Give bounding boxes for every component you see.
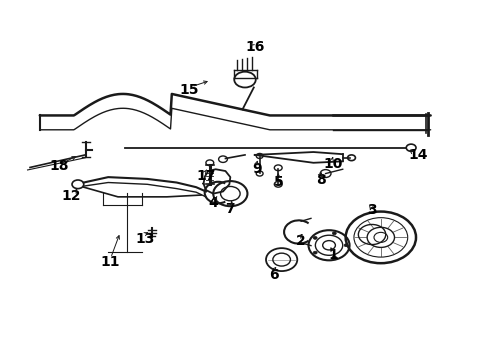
Text: 11: 11 (101, 256, 121, 270)
Text: 4: 4 (208, 196, 218, 210)
Text: 6: 6 (270, 268, 279, 282)
Text: 12: 12 (62, 189, 81, 203)
Text: 14: 14 (409, 148, 428, 162)
Text: 5: 5 (274, 175, 284, 189)
Text: 9: 9 (252, 162, 262, 176)
Text: 1: 1 (328, 248, 338, 262)
Text: 10: 10 (323, 157, 343, 171)
Circle shape (313, 237, 317, 239)
Circle shape (344, 244, 348, 247)
Text: 17: 17 (196, 170, 216, 183)
Text: 3: 3 (367, 203, 377, 217)
Text: 8: 8 (316, 173, 326, 187)
Text: 7: 7 (225, 202, 235, 216)
Circle shape (313, 251, 317, 254)
Text: 13: 13 (135, 232, 154, 246)
Circle shape (332, 232, 336, 235)
Text: 15: 15 (179, 84, 198, 97)
Text: 18: 18 (49, 159, 69, 173)
Circle shape (332, 256, 336, 258)
Text: 16: 16 (245, 40, 265, 54)
Text: 2: 2 (296, 234, 306, 248)
